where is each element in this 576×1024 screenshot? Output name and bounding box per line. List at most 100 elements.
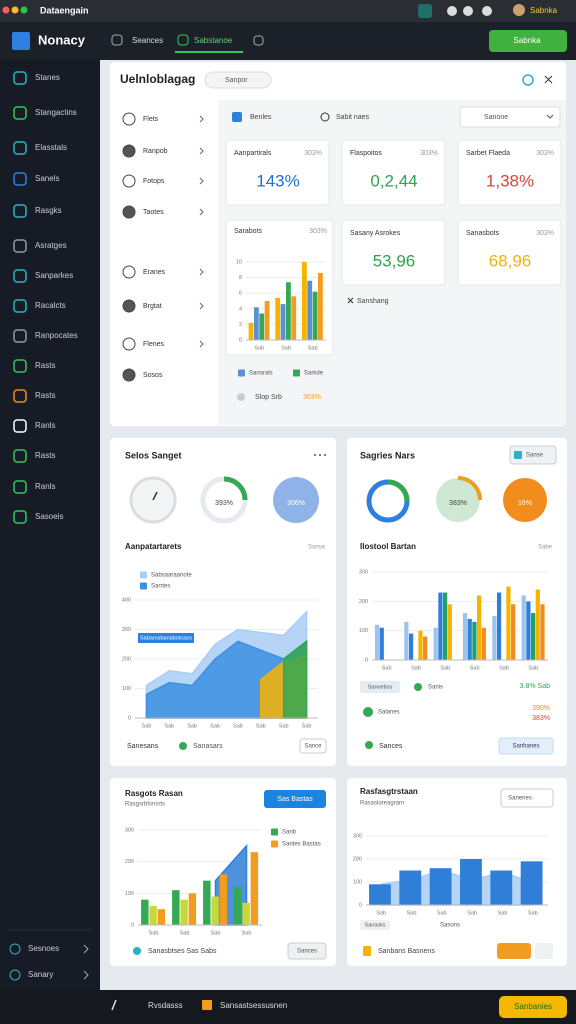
bar [460,859,482,905]
bar [490,870,513,905]
nav-item[interactable]: Ranpocates [35,331,78,340]
select[interactable] [500,788,554,808]
x-tick-label: Sab [528,910,538,916]
x-tick-label: Sab [499,665,509,671]
ring-label: 306% [287,500,305,507]
select[interactable] [509,445,557,465]
button-label[interactable]: Sance [304,744,322,750]
x-tick-label: Sab [180,930,190,936]
list-item[interactable]: Flenes [143,341,165,348]
bar [291,296,297,340]
card-title: Rasgots Rasan [125,789,183,798]
kpi-card [457,219,562,286]
button[interactable] [535,943,553,959]
nav-tab[interactable]: Seances [132,36,163,45]
search-box[interactable] [204,71,272,89]
kpi-card [341,219,446,286]
chevron [83,944,89,954]
nav-item[interactable]: Racalcts [35,301,66,310]
section-side: Sanse [308,545,326,551]
bottom-item[interactable]: Rvsdasss [148,1001,183,1010]
button[interactable] [498,737,554,755]
bottom-button[interactable] [499,996,567,1018]
nav-item[interactable]: Rasts [35,451,55,460]
bar [447,604,452,660]
list-item[interactable]: Ranpob [143,148,168,155]
list-item[interactable]: Fotops [143,178,165,185]
list-item[interactable]: Eranes [143,269,166,276]
button[interactable] [497,943,531,959]
button[interactable] [287,942,327,960]
button-label[interactable]: Sances [297,949,317,955]
nav-item[interactable]: Sasoeis [35,512,63,521]
stat: 3.8% Sab [520,683,550,690]
list-item[interactable]: Flets [143,116,159,123]
nav-icon [13,329,27,343]
y-tick-label: 10 [236,259,242,265]
close-icon[interactable] [544,75,553,84]
ring-label: 383% [449,500,467,507]
x-tick-label: Sab [254,345,264,351]
kpi-value: 0,2,44 [370,171,417,190]
select[interactable] [459,106,561,128]
kpi-delta: 303% [304,150,322,157]
kpi-label: Aanpartirals [234,150,272,157]
button[interactable] [299,738,327,754]
button-label[interactable]: Sanbanies [514,1002,552,1011]
window-button[interactable] [2,6,10,14]
toolbar-item[interactable]: Benles [250,114,272,121]
bar [234,887,242,925]
nav-icon [13,172,27,186]
nav-item[interactable]: Ranls [35,421,55,430]
nav-item[interactable]: Asratges [35,241,67,250]
toolbar-item[interactable]: Sabit naes [336,114,370,121]
nav-tab[interactable]: Sabstanoe [194,36,233,45]
window-button[interactable] [20,6,28,14]
bar [280,304,286,340]
header-button[interactable] [489,30,567,52]
chevron [199,177,204,185]
nav-item[interactable]: Sanels [35,174,59,183]
button[interactable] [264,790,326,808]
footer-label: Sances [379,743,403,750]
select-value[interactable]: Sanse [526,453,544,459]
list-item[interactable]: Sosos [143,372,163,379]
y-tick-label: 4 [239,306,242,312]
list-icon [122,299,136,313]
status-dot [414,683,422,691]
nav-item[interactable]: Ranls [35,482,55,491]
window-button[interactable] [11,6,19,14]
bar [467,618,472,660]
nav-item[interactable]: Stanes [35,73,60,82]
bottom-item[interactable]: Sansastsessusnen [220,1001,287,1010]
bar [404,621,409,660]
nav-item[interactable]: Rasts [35,361,55,370]
x-tick-label: Sab [256,723,266,729]
list-item[interactable]: Brgtat [143,303,162,310]
icon-button[interactable] [522,74,534,86]
select-value[interactable]: Sanone [484,114,508,121]
search-text[interactable]: Sanpor [225,77,248,84]
chevron [199,208,204,216]
bar [141,899,149,925]
bar [149,906,157,925]
nav-item[interactable]: Sesnoes [28,944,59,953]
nav-item[interactable]: Rasts [35,391,55,400]
nav-item[interactable]: Sanary [28,970,53,979]
avatar [513,4,525,16]
list-item[interactable]: Taotes [143,209,164,216]
panel-title: Uelnloblagag [120,72,195,86]
x-tick-label: Sab [279,723,289,729]
button-label[interactable]: Sas Bastas [277,796,313,803]
button-label[interactable]: Sanhanes [512,744,539,750]
nav-item[interactable]: Stangactins [35,108,77,117]
nav-icon [13,389,27,403]
nav-item[interactable]: Rasgks [35,206,62,215]
nav-item[interactable]: Sanparkes [35,271,73,280]
nav-item[interactable]: Elasstals [35,143,67,152]
select-value[interactable]: Sanenes [508,796,532,802]
bar [307,280,313,340]
button-label[interactable]: Sabnka [513,36,541,45]
nav-icon [13,269,27,283]
kpi-card [341,139,446,206]
